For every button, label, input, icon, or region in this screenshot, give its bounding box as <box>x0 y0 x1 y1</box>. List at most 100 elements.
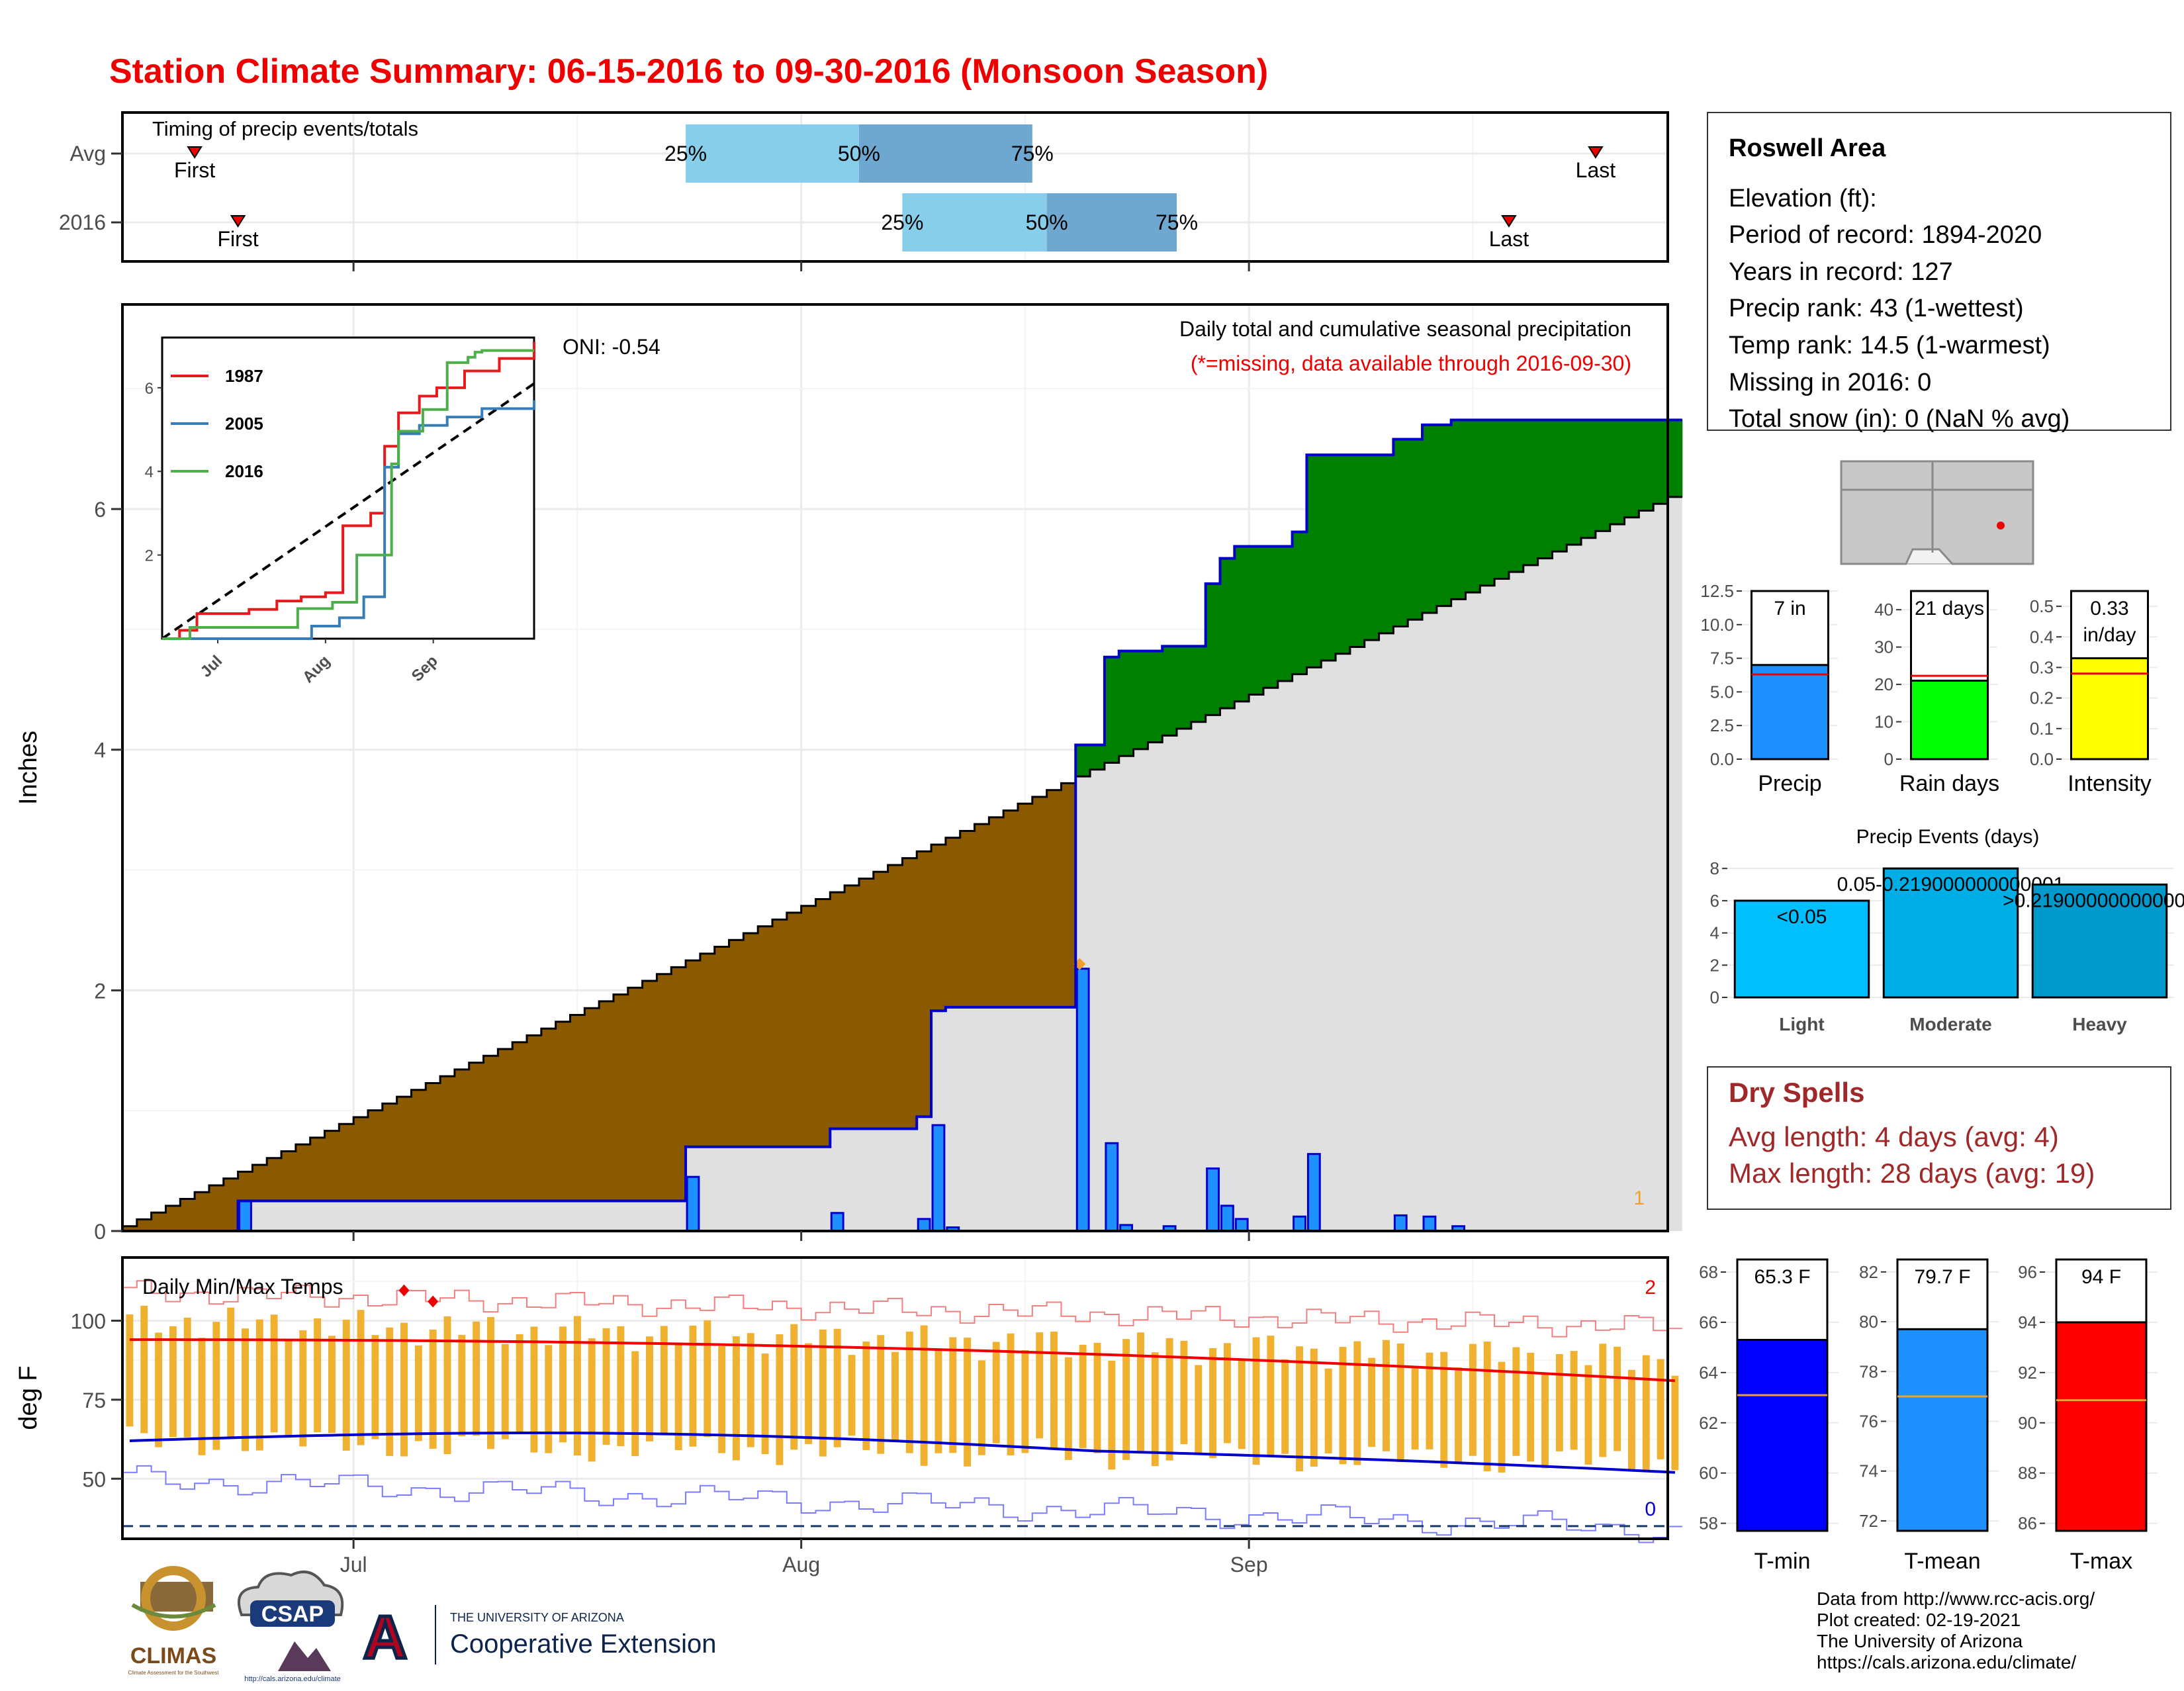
daily-temp-bar-45 <box>776 1334 784 1465</box>
daily-temp-bar-9 <box>255 1319 263 1451</box>
footer: Data from http://www.rcc-acis.org/ Plot … <box>128 1566 2095 1683</box>
ua-logo-big-text: Cooperative Extension <box>450 1629 716 1659</box>
daily-temp-bar-8 <box>242 1328 249 1451</box>
footer-data-source: Data from http://www.rcc-acis.org/ <box>1817 1588 2095 1609</box>
daily-temp-bar-46 <box>790 1324 798 1450</box>
timing-q50-label-1: 50% <box>1026 210 1068 234</box>
temp-x-tick-label-1: Aug <box>782 1553 820 1577</box>
daily-temp-bar-23 <box>458 1334 466 1437</box>
daily-temp-bar-98 <box>1541 1374 1549 1469</box>
timing-q25-label-1: 25% <box>881 210 923 234</box>
daily-temp-bar-75 <box>1209 1348 1217 1459</box>
daily-temp-bar-73 <box>1180 1340 1188 1445</box>
precip-total-y-tick-label-0-4: 10.0 <box>1700 615 1734 635</box>
precip-y-axis-label: Inches <box>15 731 42 805</box>
daily-temp-bar-21 <box>429 1329 437 1449</box>
inset-y-tick-label-1: 4 <box>145 463 154 481</box>
station-temp-rank: Temp rank: 14.5 (1-warmest) <box>1729 332 2050 359</box>
timing-last-label-1: Last <box>1489 227 1529 251</box>
temp-mean-y-tick-label-2-5: 96 <box>2018 1262 2037 1282</box>
precip-events-y-tick-label-0: 0 <box>1710 987 1719 1007</box>
precip-total-y-tick-label-2-5: 0.5 <box>2030 596 2054 616</box>
daily-temp-bar-12 <box>299 1330 307 1447</box>
timing-panel-frame <box>121 111 1669 263</box>
daily-temp-bar-43 <box>747 1333 754 1447</box>
temp-mean-bar-2 <box>2055 1321 2148 1532</box>
ua-cooperative-extension-logo[interactable]: A THE UNIVERSITY OF ARIZONA Cooperative … <box>361 1602 717 1673</box>
precip-events-value-label-0: <0.05 <box>1777 906 1827 928</box>
temp-mean-value-label-0: 65.3 F <box>1754 1266 1810 1288</box>
temp-mean-y-tick-label-0-1: 60 <box>1699 1463 1718 1483</box>
daily-temp-bar-27 <box>516 1334 523 1434</box>
temp-panel: 50 75 100 Jul Aug Sep deg F Daily Min/Max Te… <box>15 1256 1682 1577</box>
temp-mean-y-tick-label-0-3: 64 <box>1699 1363 1718 1383</box>
daily-temp-bar-37 <box>660 1326 668 1435</box>
climas-logo-text: CLIMAS <box>130 1643 216 1668</box>
precip-events-bar-2 <box>2031 884 2168 999</box>
precip-panel-frame <box>121 303 1669 1232</box>
daily-temp-bar-38 <box>674 1343 682 1450</box>
temp-mean-y-tick-label-2-2: 90 <box>2018 1413 2037 1433</box>
daily-temp-bar-89 <box>1411 1367 1419 1450</box>
daily-temp-bar-92 <box>1455 1367 1463 1464</box>
precip-total-y-tick-label-0-0: 0.0 <box>1710 749 1734 769</box>
daily-temp-bar-11 <box>285 1341 293 1438</box>
temp-mean-value-label-2: 94 F <box>2081 1266 2121 1288</box>
precip-total-y-tick-label-0-1: 2.5 <box>1710 715 1734 735</box>
temp-panel-frame <box>121 1256 1669 1540</box>
timing-quartile-bars <box>686 124 1177 251</box>
daily-temp-bar-17 <box>371 1335 379 1440</box>
precip-total-y-tick-label-1-3: 30 <box>1874 637 1893 657</box>
inset-series-line-1987 <box>162 342 535 640</box>
precip-events-content: 0 2 4 6 8 <0.05 Light 0.05-0.219000000000001 Mod… <box>1710 858 2184 1034</box>
timing-last-label-0: Last <box>1576 158 1616 182</box>
timing-first-label-1: First <box>217 227 258 251</box>
inset-y-tick-label-0: 2 <box>145 547 154 565</box>
daily-temp-bar-51 <box>862 1341 870 1450</box>
timing-first-marker-1 <box>230 215 246 228</box>
dry-spells-title: Dry Spells <box>1729 1077 1864 1108</box>
station-precip-rank: Precip rank: 43 (1-wettest) <box>1729 295 2024 322</box>
temp-mean-y-tick-label-1-0: 72 <box>1859 1511 1878 1531</box>
daily-temp-bar-41 <box>718 1346 726 1453</box>
daily-temp-bar-55 <box>920 1325 928 1466</box>
temp-chart-title: Daily Min/Max Temps <box>142 1275 343 1299</box>
daily-temp-bar-88 <box>1396 1343 1404 1463</box>
timing-panel: Timing of precip events/totals Avg 2016 … <box>59 111 1669 271</box>
daily-temp-bar-5 <box>198 1338 206 1455</box>
climas-logo[interactable]: CLIMAS Climate Assessment for the Southw… <box>128 1566 220 1676</box>
daily-temp-bar-7 <box>227 1307 235 1439</box>
daily-temp-bar-35 <box>631 1351 639 1457</box>
precip-total-y-tick-label-1-0: 0 <box>1884 749 1893 769</box>
daily-temp-bar-74 <box>1195 1365 1203 1454</box>
temp-content <box>122 1280 1682 1543</box>
precip-totals-charts: 0.0 2.5 5.0 7.5 10.0 12.5 7 in Precip 0 10 20 30 40 2… <box>1700 581 2158 796</box>
precip-total-y-tick-label-2-1: 0.1 <box>2030 719 2054 739</box>
temp-mean-charts: 58 60 62 64 66 68 65.3 F T-min 72 74 76 78 80 82 79.7 … <box>1699 1258 2158 1574</box>
daily-temp-bar-47 <box>805 1343 813 1444</box>
precip-total-y-tick-label-1-2: 20 <box>1874 674 1893 694</box>
temp-y-tick-label-0: 50 <box>82 1467 106 1491</box>
daily-temp-bar-31 <box>573 1316 581 1455</box>
daily-temp-bar-87 <box>1383 1340 1390 1451</box>
dry-spells-max: Max length: 28 days (avg: 19) <box>1729 1158 2095 1189</box>
timing-last-marker-1 <box>1501 215 1517 228</box>
daily-temp-bar-103 <box>1614 1346 1621 1451</box>
daily-precip-bar-16 <box>1422 1215 1437 1232</box>
precip-y-tick-label-3: 6 <box>94 498 106 522</box>
record-high-line <box>122 1280 1682 1338</box>
daily-temp-bar-104 <box>1627 1369 1635 1470</box>
record-high-marker-1 <box>428 1295 439 1308</box>
csap-logo[interactable]: CSAP http://cals.arizona.edu/climate <box>238 1571 344 1683</box>
daily-temp-bar-94 <box>1483 1341 1491 1472</box>
temp-mean-y-tick-label-0-0: 58 <box>1699 1514 1718 1533</box>
precip-total-y-tick-label-0-5: 12.5 <box>1700 581 1734 601</box>
daily-temp-bar-22 <box>443 1316 451 1455</box>
timing-panel-title: Timing of precip events/totals <box>152 117 418 140</box>
inset-frame <box>161 336 535 640</box>
precip-events-category-label-2: Heavy <box>2072 1014 2127 1034</box>
station-period: Period of record: 1894-2020 <box>1729 221 2042 249</box>
dry-spells-avg: Avg length: 4 days (avg: 4) <box>1729 1121 2059 1152</box>
average-cumulative-line <box>122 496 1682 1228</box>
